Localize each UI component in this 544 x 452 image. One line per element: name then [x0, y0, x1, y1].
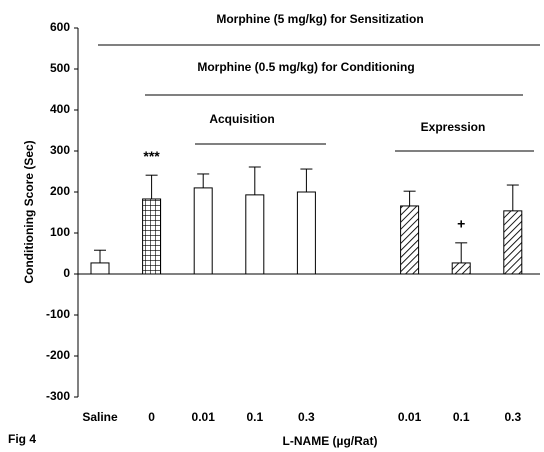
bar [503, 210, 523, 275]
x-tick-label: 0.3 [504, 410, 521, 424]
x-tick-label: 0.01 [192, 410, 216, 424]
bar [90, 262, 110, 275]
y-tick-label: -100 [46, 307, 70, 321]
x-tick-label: Saline [82, 410, 118, 424]
y-tick-label: 0 [63, 266, 70, 280]
bar [400, 205, 420, 275]
x-tick-label: 0.01 [398, 410, 422, 424]
x-tick-label: 0.1 [246, 410, 263, 424]
bar-annotation: *** [143, 148, 160, 164]
bar [245, 194, 265, 275]
y-tick-label: 400 [50, 102, 70, 116]
x-axis-label: L-NAME (µg/Rat) [283, 434, 378, 448]
bar [451, 262, 471, 275]
y-tick-label: 500 [50, 61, 70, 75]
y-tick-label: 200 [50, 184, 70, 198]
x-tick-label: 0.3 [298, 410, 315, 424]
figure-label: Fig 4 [8, 432, 36, 446]
y-tick-label: -300 [46, 389, 70, 403]
bar [142, 198, 162, 275]
y-tick-label: 100 [50, 225, 70, 239]
x-tick-label: 0.1 [453, 410, 470, 424]
x-tick-label: 0 [148, 410, 155, 424]
bar [296, 191, 316, 275]
bar [193, 187, 213, 275]
y-tick-label: 600 [50, 20, 70, 34]
annotation: Acquisition [209, 112, 274, 126]
y-tick-label: 300 [50, 143, 70, 157]
y-axis-label: Conditioning Score (Sec) [22, 140, 36, 283]
annotation: Morphine (5 mg/kg) for Sensitization [216, 12, 423, 26]
annotation: Expression [421, 120, 486, 134]
annotation: Morphine (0.5 mg/kg) for Conditioning [197, 60, 414, 74]
bar-annotation: + [457, 216, 465, 232]
y-tick-label: -200 [46, 348, 70, 362]
